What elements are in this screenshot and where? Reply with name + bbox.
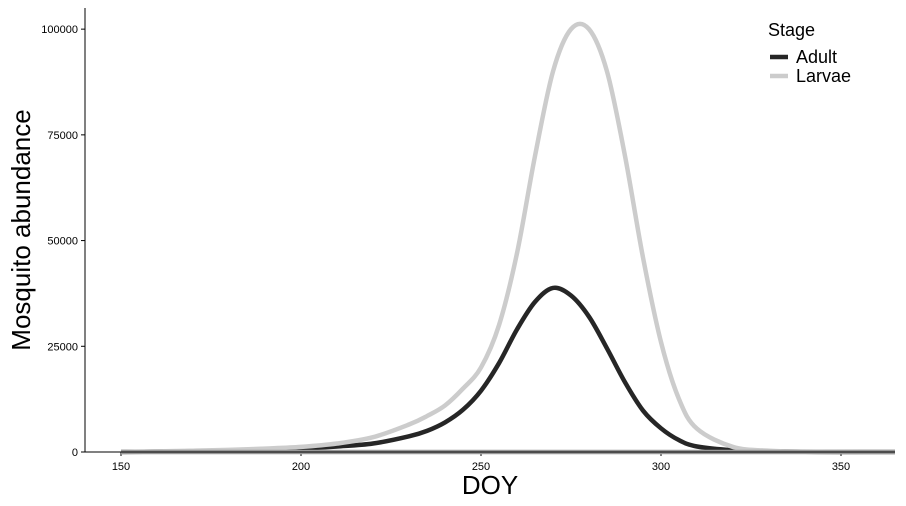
- x-tick-label: 300: [652, 461, 670, 473]
- series-line-larvae: [120, 21, 896, 455]
- y-tick-label: 50000: [47, 236, 78, 248]
- legend-label-adult: Adult: [796, 47, 837, 67]
- y-tick-label: 75000: [47, 130, 78, 142]
- x-tick-label: 250: [472, 461, 490, 473]
- y-axis-ticks: 0 25000 50000 75000 100000: [41, 24, 85, 459]
- x-axis-ticks: 150 200 250 300 350: [112, 452, 850, 473]
- x-axis-title: DOY: [462, 470, 518, 500]
- y-tick-label: 100000: [41, 24, 78, 36]
- y-tick-label: 25000: [47, 341, 78, 353]
- x-tick-label: 350: [832, 461, 850, 473]
- legend-label-larvae: Larvae: [796, 66, 851, 86]
- legend-title: Stage: [768, 20, 815, 40]
- y-axis-title: Mosquito abundance: [6, 109, 36, 350]
- series-line-adult: [120, 285, 896, 455]
- x-tick-label: 150: [112, 461, 130, 473]
- x-tick-label: 200: [292, 461, 310, 473]
- plot-lines: [120, 21, 896, 455]
- y-tick-label: 0: [72, 447, 78, 459]
